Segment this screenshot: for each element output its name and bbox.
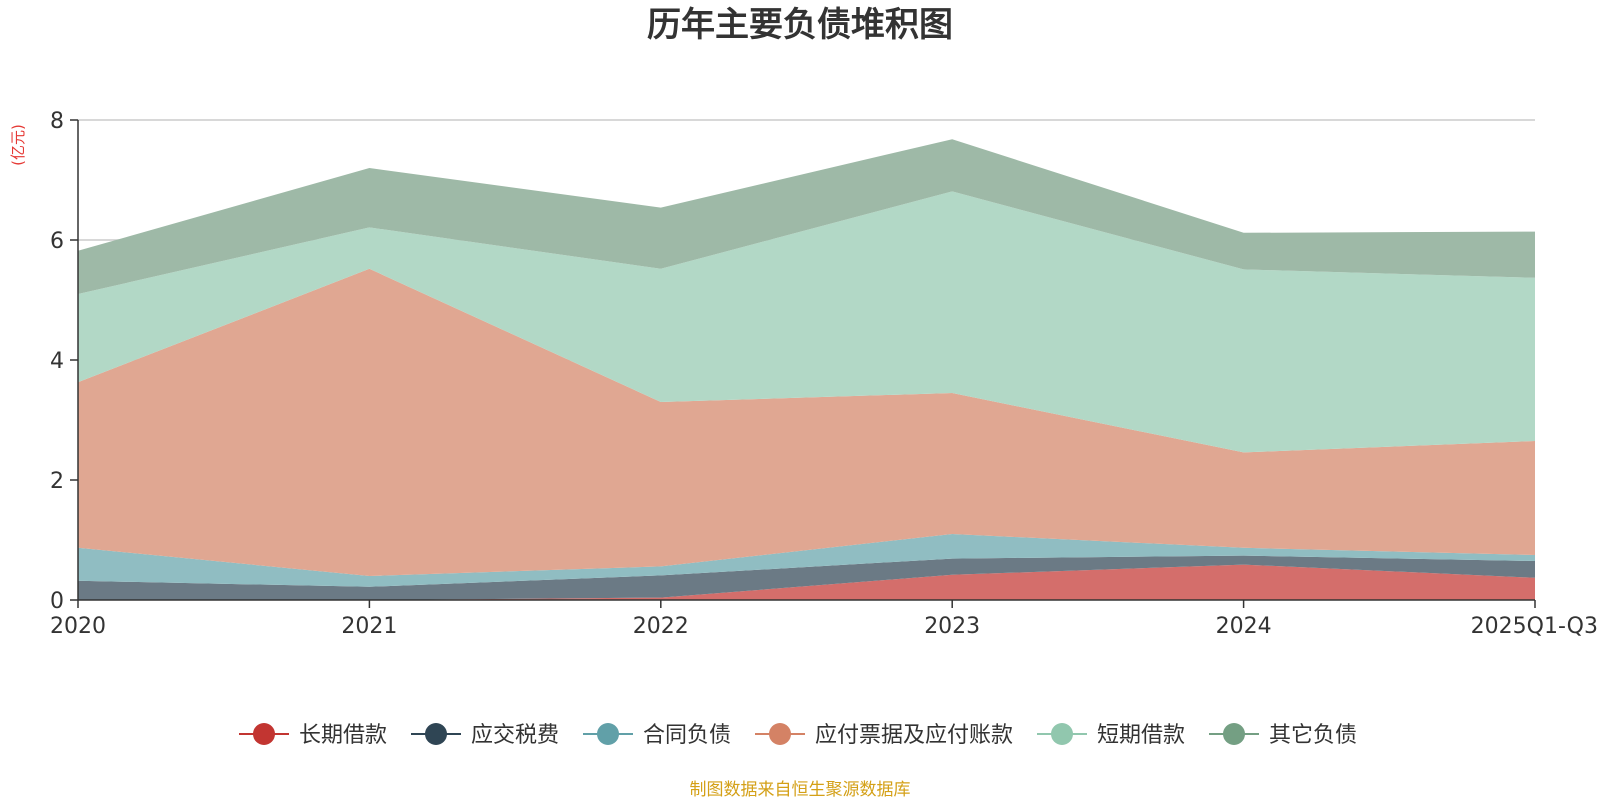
- legend-item-5[interactable]: 短期借款: [1037, 723, 1185, 748]
- y-axis-unit-label: (亿元): [9, 124, 27, 166]
- y-tick-label: 0: [50, 589, 64, 614]
- y-tick-label: 4: [50, 349, 64, 374]
- legend-label: 其它负债: [1269, 723, 1357, 748]
- y-tick-label: 8: [50, 109, 64, 134]
- y-tick-label: 2: [50, 469, 64, 494]
- legend-marker: [425, 723, 447, 745]
- area-series-4: [78, 268, 1535, 576]
- area-series-6: [78, 139, 1535, 294]
- x-tick-label: 2020: [50, 614, 106, 639]
- legend-marker: [1051, 723, 1073, 745]
- chart-title: 历年主要负债堆积图: [647, 5, 953, 45]
- x-tick-label: 2025Q1-Q3: [1471, 614, 1598, 639]
- data-source-note: 制图数据来自恒生聚源数据库: [690, 780, 911, 800]
- legend-item-2[interactable]: 应交税费: [411, 723, 559, 748]
- x-tick-label: 2022: [633, 614, 689, 639]
- legend-label: 应付票据及应付账款: [815, 723, 1013, 748]
- legend-marker: [1223, 723, 1245, 745]
- x-tick-label: 2024: [1216, 614, 1272, 639]
- legend-marker: [769, 723, 791, 745]
- legend-label: 长期借款: [299, 723, 387, 748]
- y-tick-label: 6: [50, 229, 64, 254]
- legend-label: 应交税费: [471, 723, 559, 748]
- legend-item-1[interactable]: 长期借款: [239, 723, 387, 748]
- x-tick-label: 2023: [924, 614, 980, 639]
- legend-item-4[interactable]: 应付票据及应付账款: [755, 723, 1013, 748]
- area-series-5: [78, 191, 1535, 453]
- legend: 长期借款 应交税费 合同负债 应付票据及应付账款 短期借款 其它负债: [239, 723, 1357, 748]
- legend-marker: [597, 723, 619, 745]
- x-tick-label: 2021: [341, 614, 397, 639]
- axes: 0 2 4 6 8 2020 2021 2022 2023 2024 2025Q1-Q3: [50, 109, 1598, 639]
- area-series-1: [78, 564, 1535, 600]
- legend-label: 合同负债: [643, 723, 731, 748]
- legend-marker: [253, 723, 275, 745]
- legend-item-3[interactable]: 合同负债: [583, 723, 731, 748]
- legend-item-6[interactable]: 其它负债: [1209, 723, 1357, 748]
- area-series-2: [78, 555, 1535, 600]
- area-series-group: [78, 139, 1535, 600]
- area-series-3: [78, 534, 1535, 587]
- legend-label: 短期借款: [1097, 723, 1185, 748]
